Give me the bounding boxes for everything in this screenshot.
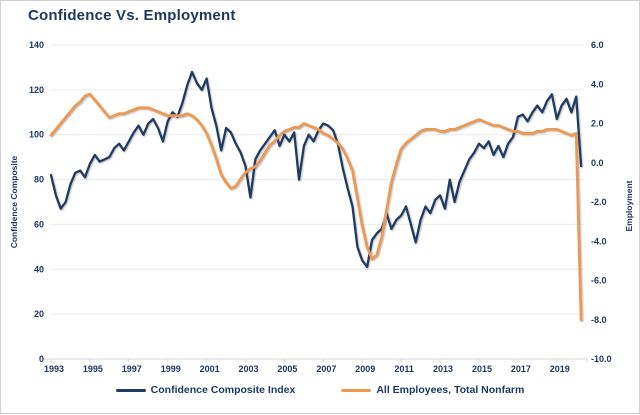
x-axis-tick-label: 2003 bbox=[239, 364, 259, 374]
confidence-line-swatch bbox=[115, 388, 146, 392]
legend-item-nonfarm: All Employees, Total Nonfarm bbox=[341, 384, 524, 396]
right-axis-tick-label: 6.0 bbox=[591, 40, 604, 50]
right-axis-tick-label: -4.0 bbox=[591, 236, 607, 246]
right-axis-tick-label: -6.0 bbox=[591, 276, 607, 286]
left-axis-tick-label: 0 bbox=[39, 354, 44, 364]
x-axis-tick-label: 2019 bbox=[550, 364, 570, 374]
x-axis-tick-label: 2013 bbox=[433, 364, 453, 374]
chart-legend: Confidence Composite Index All Employees… bbox=[1, 384, 639, 396]
x-axis-tick-label: 2007 bbox=[316, 364, 336, 374]
x-axis-tick-label: 2001 bbox=[200, 364, 220, 374]
left-axis-tick-label: 40 bbox=[34, 264, 44, 274]
x-axis-tick-label: 1993 bbox=[44, 364, 64, 374]
left-axis-tick-label: 80 bbox=[34, 175, 44, 185]
nonfarm-line-swatch bbox=[341, 388, 372, 392]
legend-label-confidence: Confidence Composite Index bbox=[150, 384, 296, 396]
legend-item-confidence: Confidence Composite Index bbox=[115, 384, 296, 396]
left-axis-tick-label: 140 bbox=[29, 40, 44, 50]
right-axis-tick-label: -10.0 bbox=[591, 354, 612, 364]
left-axis-tick-label: 20 bbox=[34, 309, 44, 319]
x-axis-tick-label: 1995 bbox=[83, 364, 103, 374]
left-axis-title: Confidence Composite bbox=[9, 155, 19, 249]
right-axis-tick-label: 0.0 bbox=[591, 158, 604, 168]
x-axis-tick-label: 2005 bbox=[277, 364, 297, 374]
right-axis-tick-label: -8.0 bbox=[591, 315, 607, 325]
left-axis-tick-label: 120 bbox=[29, 85, 44, 95]
x-axis-tick-label: 2017 bbox=[511, 364, 531, 374]
nonfarm-series-line bbox=[49, 92, 583, 322]
x-axis-tick-label: 2009 bbox=[355, 364, 375, 374]
confidence-series-line bbox=[49, 70, 583, 269]
chart-title: Confidence Vs. Employment bbox=[28, 7, 236, 24]
x-axis-tick-label: 1997 bbox=[122, 364, 142, 374]
left-axis-tick-label: 60 bbox=[34, 219, 44, 229]
legend-label-nonfarm: All Employees, Total Nonfarm bbox=[376, 384, 525, 396]
right-axis-tick-label: 2.0 bbox=[591, 119, 604, 129]
x-axis-tick-label: 2015 bbox=[472, 364, 492, 374]
right-axis-tick-label: -2.0 bbox=[591, 197, 607, 207]
left-axis-tick-label: 100 bbox=[29, 130, 44, 140]
x-axis-tick-label: 1999 bbox=[161, 364, 181, 374]
right-axis-tick-label: 4.0 bbox=[591, 79, 604, 89]
x-axis-tick-label: 2011 bbox=[394, 364, 414, 374]
right-axis-title: Employment bbox=[624, 180, 634, 232]
